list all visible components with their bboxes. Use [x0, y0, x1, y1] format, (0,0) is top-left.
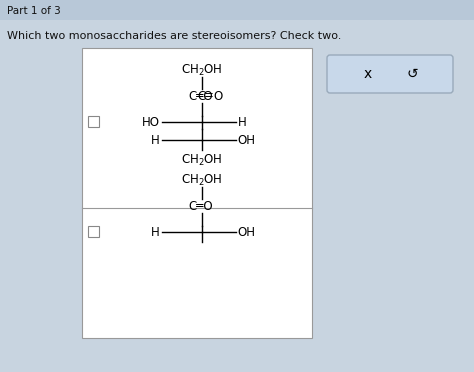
FancyBboxPatch shape	[327, 55, 453, 93]
Text: OH: OH	[237, 225, 255, 238]
Text: ↺: ↺	[406, 67, 418, 81]
Text: HO: HO	[142, 115, 160, 128]
Text: C═O: C═O	[188, 90, 213, 103]
Bar	[82, 48, 312, 338]
Text: =: =	[204, 90, 214, 103]
Bar	[88, 116, 99, 127]
Text: CH$_2$OH: CH$_2$OH	[181, 62, 222, 77]
Text: CH$_2$OH: CH$_2$OH	[181, 173, 222, 187]
Text: O: O	[213, 90, 222, 103]
Text: H: H	[151, 134, 160, 147]
Bar	[0, 0, 474, 20]
Text: C: C	[198, 90, 206, 103]
Text: Which two monosaccharides are stereoisomers? Check two.: Which two monosaccharides are stereoisom…	[7, 31, 341, 41]
Text: H: H	[237, 115, 246, 128]
Text: H: H	[151, 225, 160, 238]
Text: x: x	[364, 67, 372, 81]
Text: C═O: C═O	[188, 199, 213, 212]
Text: OH: OH	[237, 134, 255, 147]
Bar	[88, 226, 99, 237]
Text: CH$_2$OH: CH$_2$OH	[181, 153, 222, 167]
Text: Part 1 of 3: Part 1 of 3	[7, 6, 61, 16]
